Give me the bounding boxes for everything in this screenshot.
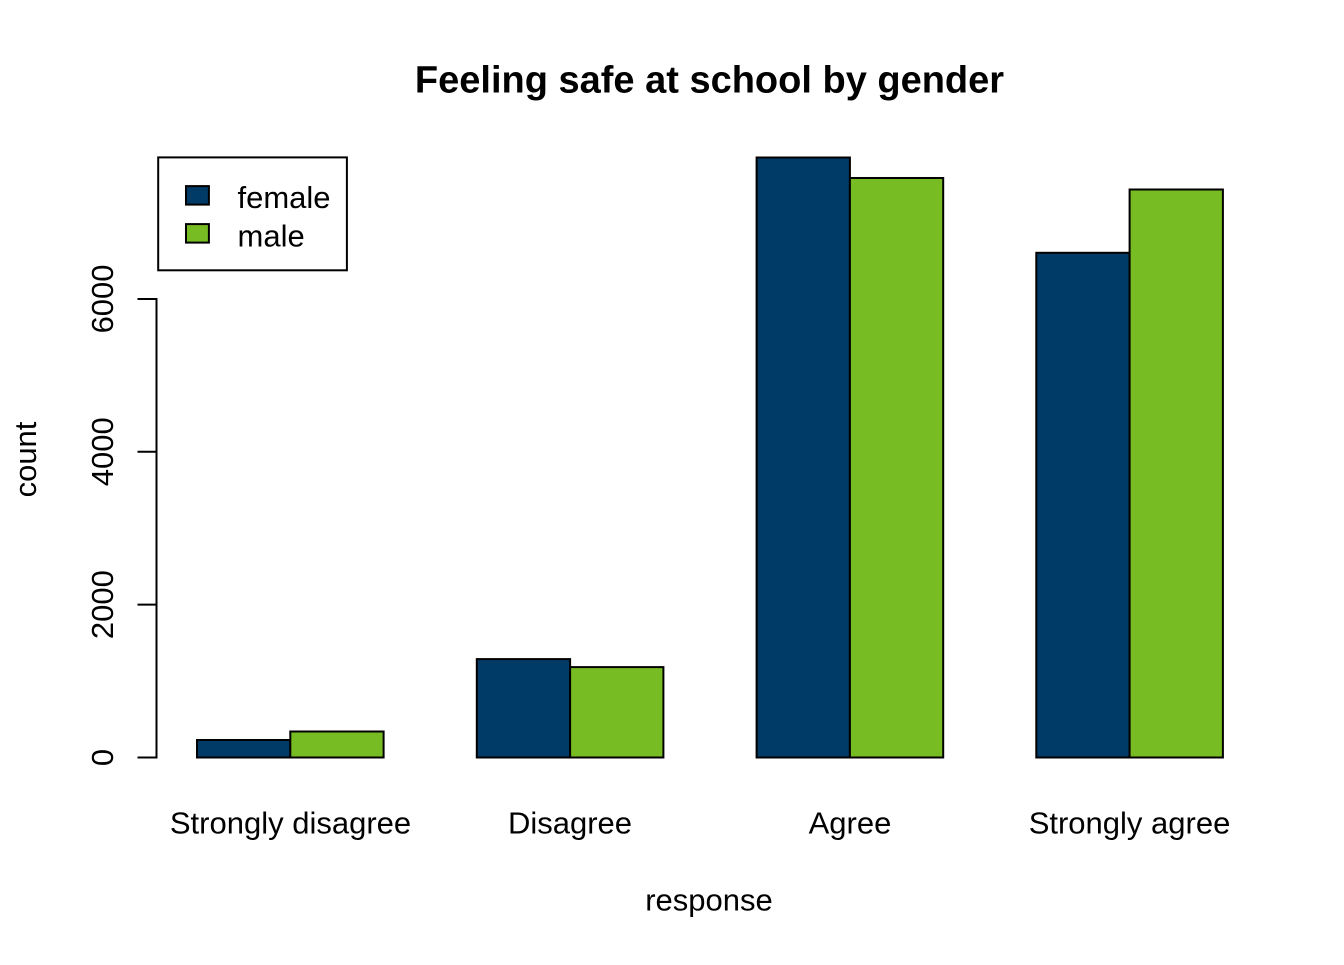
- svg-text:Agree: Agree: [809, 806, 892, 841]
- svg-text:Strongly disagree: Strongly disagree: [170, 806, 411, 841]
- svg-text:count: count: [8, 421, 43, 497]
- svg-text:4000: 4000: [85, 417, 120, 486]
- svg-text:6000: 6000: [85, 264, 120, 333]
- svg-text:Disagree: Disagree: [508, 806, 632, 841]
- svg-text:male: male: [238, 218, 305, 253]
- svg-text:Feeling safe at school by gend: Feeling safe at school by gender: [415, 60, 1004, 102]
- svg-text:response: response: [645, 882, 773, 917]
- svg-text:Strongly agree: Strongly agree: [1029, 806, 1231, 841]
- svg-text:2000: 2000: [85, 570, 120, 639]
- svg-text:female: female: [238, 180, 331, 215]
- svg-text:0: 0: [85, 749, 120, 766]
